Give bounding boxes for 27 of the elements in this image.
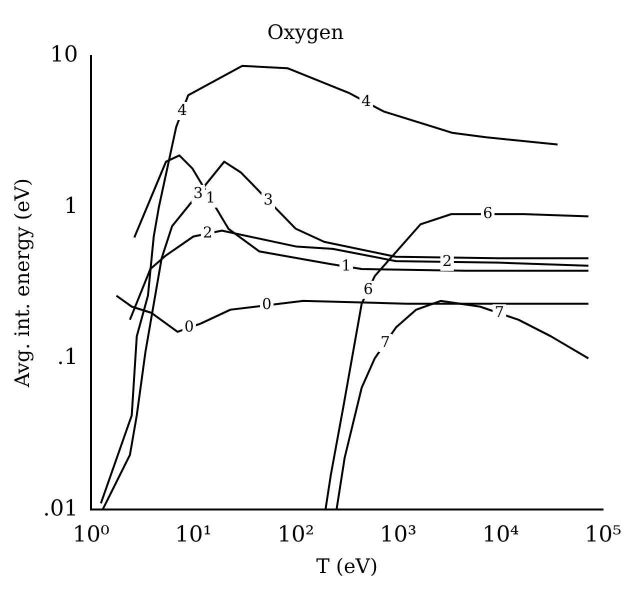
text: 3 bbox=[263, 190, 274, 208]
x-tick-label: 10¹ bbox=[174, 522, 212, 548]
series-label: 1 bbox=[206, 188, 216, 207]
series-label: 7 bbox=[494, 303, 504, 322]
x-axis-title: T (eV) bbox=[316, 554, 378, 578]
x-tick-label: 10⁰ bbox=[72, 522, 110, 548]
y-tick-label: 1 bbox=[64, 194, 78, 219]
y-tick-label: .01 bbox=[42, 496, 78, 522]
y-axis-title: Avg. int. energy (eV) bbox=[10, 178, 34, 388]
text: 4 bbox=[361, 92, 372, 110]
x-tick-label: 10⁴ bbox=[482, 522, 520, 548]
series-label: 2 bbox=[202, 223, 212, 242]
x-tick-label: 10⁵ bbox=[584, 522, 622, 548]
series-label: 3 bbox=[193, 184, 203, 202]
text: 7 bbox=[380, 332, 390, 351]
x-tick-label: 10² bbox=[277, 522, 314, 548]
text: 1 bbox=[341, 256, 352, 274]
y-tick-label: .1 bbox=[56, 345, 78, 370]
series-label: 0 bbox=[262, 295, 272, 314]
x-tick-label: 10³ bbox=[380, 522, 417, 548]
series-label: 6 bbox=[363, 280, 373, 298]
text: 0 bbox=[184, 318, 194, 336]
text: 6 bbox=[482, 204, 493, 222]
y-tick-label: 10 bbox=[50, 42, 78, 68]
text: 2 bbox=[442, 252, 452, 270]
chart-title: Oxygen bbox=[267, 20, 344, 44]
series-label: 4 bbox=[177, 100, 187, 119]
